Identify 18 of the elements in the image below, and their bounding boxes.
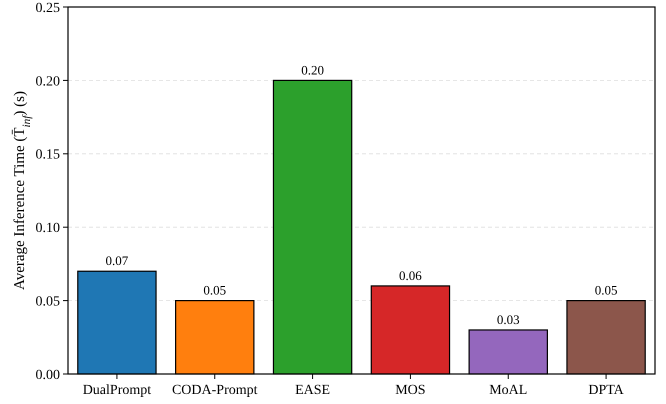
y-tick-label: 0.10 [36,221,60,236]
x-tick-label: EASE [295,383,330,398]
y-tick-label: 0.00 [36,368,60,383]
y-tick-label: 0.05 [36,294,60,310]
x-tick-label: MoAL [489,383,528,398]
x-tick-label: DualPrompt [82,383,152,398]
x-tick-label: DPTA [588,383,625,398]
y-tick-label: 0.20 [36,74,60,90]
x-tick-label: CODA-Prompt [172,383,258,398]
y-tick-label: 0.15 [36,148,60,163]
y-tick-label: 0.25 [36,0,60,16]
data-label: 0.06 [399,268,422,283]
data-label: 0.05 [203,282,226,298]
data-label: 0.05 [594,282,618,298]
data-label: 0.03 [496,312,520,327]
data-label: 0.07 [106,253,129,268]
x-tick-label: MOS [395,383,426,398]
data-label: 0.20 [301,62,324,78]
